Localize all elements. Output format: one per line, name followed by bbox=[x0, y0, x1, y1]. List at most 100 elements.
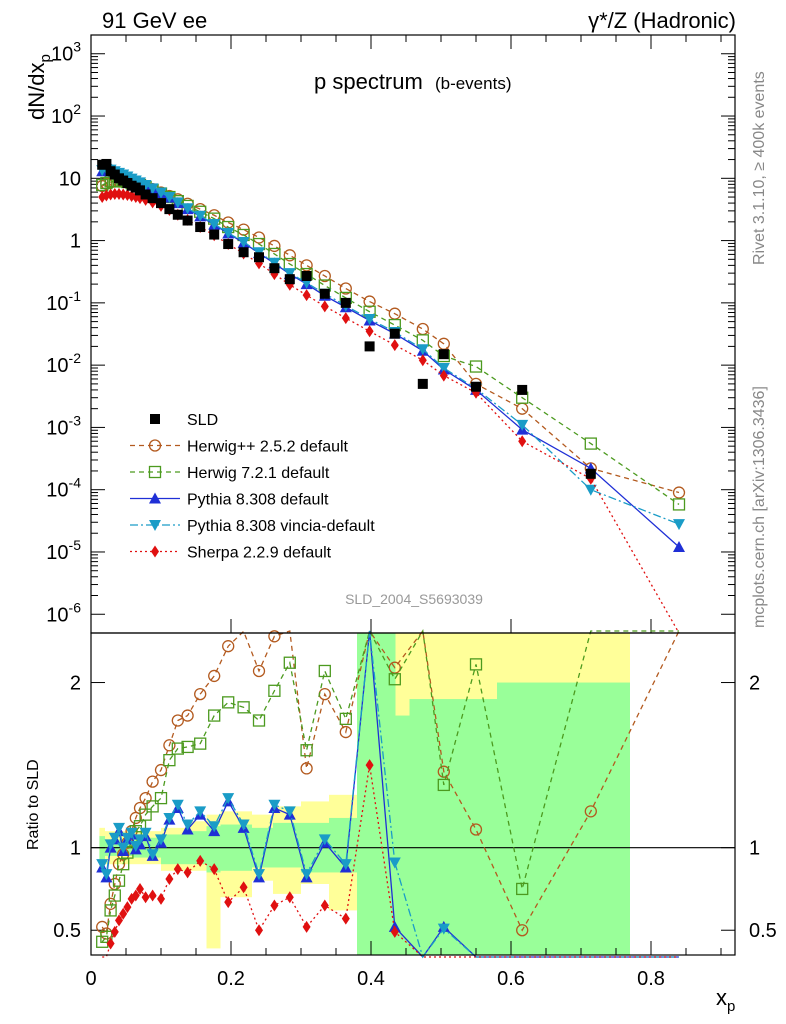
band-inner bbox=[395, 715, 410, 955]
data-point bbox=[672, 486, 686, 499]
data-point bbox=[341, 312, 350, 325]
legend-label: SLD bbox=[187, 412, 218, 429]
y-axis-label-main: dN/dx bbox=[24, 63, 49, 120]
y-tick-base: 10 bbox=[46, 355, 68, 377]
ratio-point bbox=[181, 819, 194, 831]
ratio-point bbox=[136, 882, 144, 895]
ratio-point bbox=[100, 930, 113, 943]
band-inner bbox=[273, 822, 301, 868]
reference-point bbox=[301, 270, 312, 281]
ratio-point bbox=[115, 914, 123, 927]
data-point bbox=[237, 236, 250, 248]
y-tick-label: 10-1 bbox=[46, 288, 81, 315]
y-tick-base: 1 bbox=[70, 231, 81, 253]
data-point bbox=[365, 325, 374, 338]
reference-point bbox=[182, 215, 193, 226]
y-tick-base: 10 bbox=[51, 106, 73, 128]
ratio-point bbox=[146, 775, 159, 788]
ratio-point bbox=[155, 834, 167, 846]
ratio-point bbox=[268, 799, 281, 811]
ratio-point bbox=[196, 854, 205, 867]
band-inner bbox=[479, 699, 497, 955]
chart-subtitle: (b-events) bbox=[435, 74, 512, 93]
data-point bbox=[96, 178, 109, 192]
ratio-tick-label-right: 0.5 bbox=[749, 920, 777, 942]
reference-point bbox=[156, 198, 166, 209]
ratio-point bbox=[146, 800, 159, 813]
series-line bbox=[101, 180, 680, 505]
reference-point bbox=[254, 252, 264, 263]
y-tick-exp: 3 bbox=[73, 39, 81, 55]
ratio-point bbox=[129, 841, 142, 853]
ratio-point bbox=[194, 687, 207, 701]
ratio-point bbox=[516, 924, 529, 937]
ratio-point bbox=[252, 714, 266, 727]
ratio-point bbox=[112, 874, 126, 887]
rivet-label: Rivet 3.1.10, ≥ 400k events bbox=[751, 71, 768, 265]
series-1 bbox=[96, 175, 686, 511]
ratio-point bbox=[388, 673, 401, 686]
ratio-point bbox=[125, 827, 138, 839]
ratio-point bbox=[437, 765, 450, 778]
ratio-point bbox=[365, 759, 374, 772]
reference-point bbox=[135, 185, 145, 196]
x-axis-label-main: x bbox=[716, 985, 727, 1010]
ratio-point bbox=[237, 819, 250, 831]
ratio-point bbox=[96, 859, 109, 871]
ratio-point bbox=[104, 897, 117, 910]
ratio-point bbox=[194, 737, 207, 750]
y-tick-exp: -1 bbox=[69, 288, 82, 304]
data-point bbox=[673, 519, 685, 531]
data-point bbox=[222, 227, 235, 239]
ratio-uncertainty-bands bbox=[99, 633, 630, 955]
ratio-point bbox=[154, 791, 168, 805]
data-point bbox=[155, 187, 167, 199]
reference-point bbox=[417, 378, 428, 389]
y-tick-label: 10-5 bbox=[46, 537, 81, 564]
legend-label: Herwig++ 2.5.2 default bbox=[187, 439, 349, 456]
ratio-point bbox=[139, 808, 152, 821]
ratio-point bbox=[252, 664, 266, 678]
ratio-point bbox=[154, 763, 168, 777]
ratio-point bbox=[163, 753, 176, 767]
data-point bbox=[283, 249, 296, 262]
x-tick-label: 0 bbox=[85, 968, 96, 990]
ratio-point bbox=[117, 842, 130, 854]
reference-point bbox=[364, 341, 375, 352]
ratio-point bbox=[253, 869, 265, 881]
band-inner bbox=[161, 834, 189, 865]
ratio-point bbox=[96, 920, 109, 934]
reference-point bbox=[101, 158, 112, 169]
ratio-tick-label: 0.5 bbox=[53, 920, 81, 942]
legend-item-3: Pythia 8.308 vincia-default bbox=[130, 518, 375, 535]
data-point bbox=[283, 268, 296, 280]
ratio-point bbox=[181, 740, 194, 754]
y-axis-label-sub: p bbox=[37, 54, 54, 62]
ratio-point bbox=[584, 805, 597, 818]
data-point bbox=[518, 435, 527, 448]
ratio-point bbox=[268, 684, 281, 697]
ratio-point bbox=[268, 630, 281, 643]
band-inner bbox=[437, 699, 480, 955]
ratio-point bbox=[108, 832, 121, 844]
ratio-point bbox=[106, 937, 115, 950]
legend: SLD Herwig++ 2.5.2 default Herwig 7.2.1 de… bbox=[130, 412, 375, 562]
y-axis-label: dN/dxp bbox=[24, 54, 54, 120]
ratio-point bbox=[224, 896, 233, 909]
ratio-point bbox=[239, 881, 248, 894]
data-point bbox=[439, 369, 448, 382]
ratio-point bbox=[339, 859, 352, 871]
series-reference bbox=[97, 158, 596, 479]
ratio-point bbox=[173, 863, 182, 876]
x-tick-label: 0.6 bbox=[497, 968, 525, 990]
ratio-point bbox=[104, 904, 117, 917]
data-point bbox=[110, 187, 119, 200]
data-point bbox=[163, 192, 176, 204]
main-series bbox=[96, 158, 686, 634]
legend-label: Sherpa 2.2.9 default bbox=[187, 545, 332, 562]
data-point bbox=[100, 176, 113, 190]
ratio-point bbox=[100, 869, 113, 881]
legend-marker bbox=[150, 414, 160, 424]
data-point bbox=[139, 180, 152, 192]
